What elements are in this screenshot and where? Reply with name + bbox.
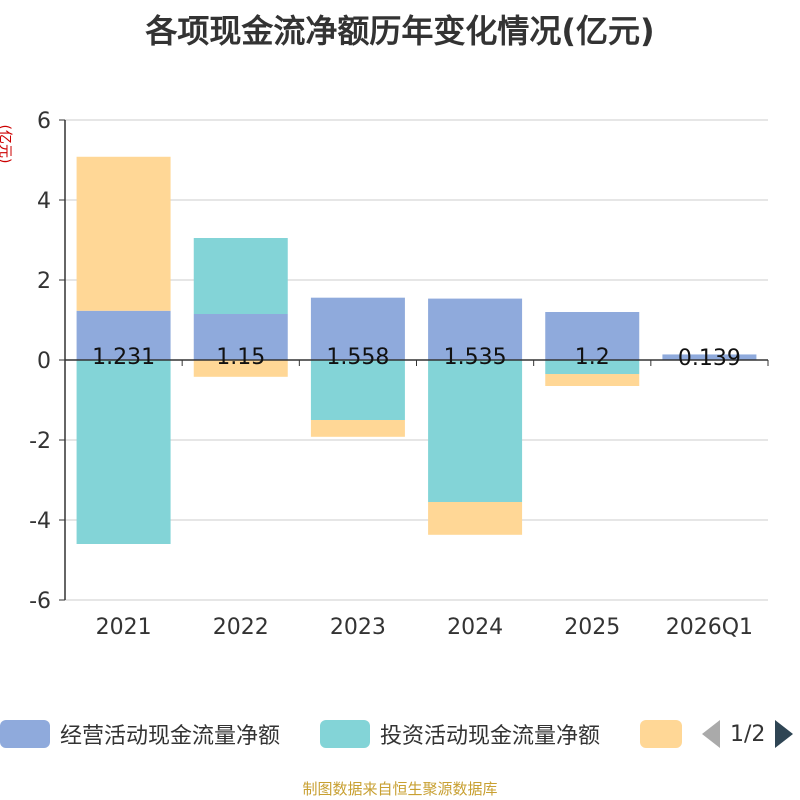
legend-swatch-operating <box>0 720 50 748</box>
bar-series1-2021 <box>76 360 171 544</box>
legend: 经营活动现金流量净额 投资活动现金流量净额 1/2 <box>0 716 800 752</box>
bar-series0-2025 <box>545 312 640 360</box>
data-label: 1.558 <box>326 345 389 370</box>
bar-series2-2024 <box>428 502 523 535</box>
bar-series1-2024 <box>428 360 523 502</box>
legend-page-indicator: 1/2 <box>730 721 766 747</box>
legend-label-operating: 经营活动现金流量净额 <box>60 724 281 749</box>
legend-item-financing[interactable] <box>640 716 692 752</box>
bar-series0-2021 <box>76 310 171 360</box>
chart-title: 各项现金流净额历年变化情况(亿元) <box>145 12 655 50</box>
data-source-note: 制图数据来自恒生聚源数据库 <box>302 780 498 798</box>
bar-series0-2022 <box>193 314 288 360</box>
y-tick-label: -2 <box>29 429 51 454</box>
bar-series0-2023 <box>310 297 405 360</box>
next-page-icon[interactable] <box>775 720 794 748</box>
bar-series2-2021 <box>76 156 171 311</box>
legend-swatch-financing <box>640 720 682 748</box>
legend-item-operating[interactable]: 经营活动现金流量净额 <box>0 716 280 752</box>
bar-series1-2025 <box>545 360 640 374</box>
x-tick-label: 2024 <box>447 615 503 640</box>
y-tick-label: 4 <box>37 189 51 214</box>
bar-series0-2026Q1 <box>662 354 757 360</box>
x-tick-label: 2023 <box>330 615 386 640</box>
data-label: 0.139 <box>678 346 741 371</box>
legend-swatch-investing <box>320 720 370 748</box>
prev-page-icon[interactable] <box>702 720 720 748</box>
x-tick-label: 2022 <box>213 615 269 640</box>
bar-series2-2023 <box>310 420 405 437</box>
bar-series0-2024 <box>428 298 523 360</box>
x-tick-label: 2021 <box>96 615 152 640</box>
legend-item-investing[interactable]: 投资活动现金流量净额 <box>320 716 600 752</box>
bar-series1-2022 <box>193 238 288 314</box>
y-tick-label: -6 <box>29 589 51 614</box>
legend-pager: 1/2 <box>702 716 794 752</box>
legend-label-investing: 投资活动现金流量净额 <box>380 724 601 749</box>
data-label: 1.231 <box>92 345 155 370</box>
bar-series1-2023 <box>310 360 405 420</box>
bar-series2-2025 <box>545 374 640 386</box>
data-label: 1.15 <box>216 345 265 370</box>
chart-plot: 6 4 2 0 -2 -4 -6 2021 2022 2023 2024 2025 2026Q1 1.23… <box>29 109 769 640</box>
x-tick-label: 2026Q1 <box>666 615 753 640</box>
y-tick-label: 0 <box>37 349 51 374</box>
x-tick-label: 2025 <box>564 615 620 640</box>
y-tick-label: -4 <box>29 509 51 534</box>
y-tick-label: 6 <box>37 109 51 134</box>
y-tick-label: 2 <box>37 269 51 294</box>
data-label: 1.2 <box>575 345 610 370</box>
data-label: 1.535 <box>444 345 507 370</box>
bar-series2-2022 <box>193 360 288 377</box>
